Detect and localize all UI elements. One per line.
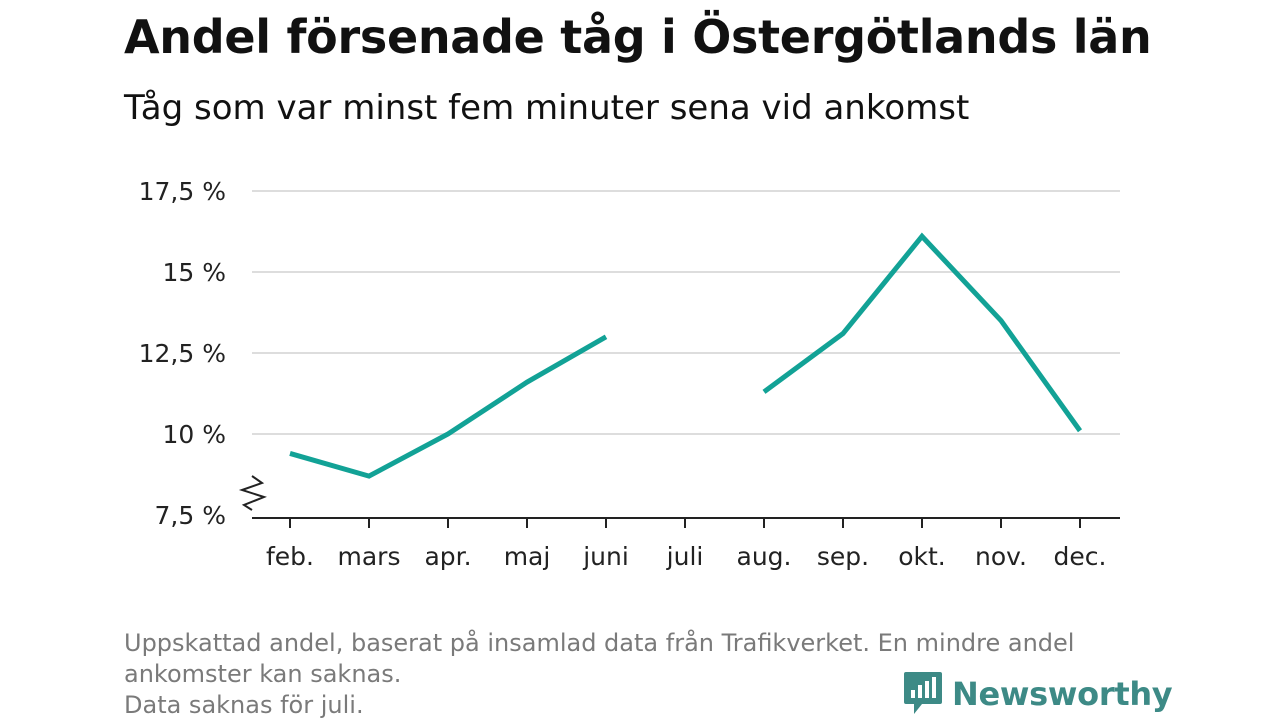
brand-name: Newsworthy xyxy=(952,675,1173,713)
series-line-segment xyxy=(289,334,608,479)
axis-break-mark xyxy=(238,475,267,511)
y-tick-label: 17,5 % xyxy=(139,177,226,206)
x-tick-label: dec. xyxy=(1054,542,1107,571)
x-tick-label: nov. xyxy=(975,542,1027,571)
brand-logo: Newsworthy xyxy=(902,670,1173,718)
footnote-line-1: Uppskattad andel, baserat på insamlad da… xyxy=(124,629,1075,657)
x-tick-label: maj xyxy=(504,542,551,571)
line-chart: 7,5 % 10 % 12,5 % 15 % 17,5 % feb. mars apr. maj… xyxy=(139,177,1120,571)
x-tick-label: juli xyxy=(666,542,704,571)
footnote-line-3: Data saknas för juli. xyxy=(124,691,364,719)
y-tick-label: 12,5 % xyxy=(139,339,226,368)
y-tick-label: 15 % xyxy=(162,258,226,287)
footnote: Uppskattad andel, baserat på insamlad da… xyxy=(124,628,1074,721)
x-tick-label: okt. xyxy=(898,542,946,571)
x-tick-label: mars xyxy=(338,542,401,571)
gridlines xyxy=(252,190,1120,435)
chart-title: Andel försenade tåg i Östergötlands län xyxy=(124,10,1152,64)
series-lines xyxy=(289,232,1083,479)
axes xyxy=(238,475,1120,528)
tick-labels: 7,5 % 10 % 12,5 % 15 % 17,5 % feb. mars apr. maj… xyxy=(139,177,1107,571)
series-line-segment xyxy=(762,232,1083,433)
y-tick-label: 10 % xyxy=(162,420,226,449)
y-tick-label: 7,5 % xyxy=(155,501,226,530)
x-tick-label: feb. xyxy=(266,542,314,571)
x-tick-label: aug. xyxy=(737,542,792,571)
x-tick-label: juni xyxy=(582,542,629,571)
x-tick-label: sep. xyxy=(817,542,869,571)
newsworthy-logo-icon xyxy=(904,672,942,714)
chart-subtitle: Tåg som var minst fem minuter sena vid a… xyxy=(124,88,970,128)
x-tick-label: apr. xyxy=(424,542,471,571)
footnote-line-2: ankomster kan saknas. xyxy=(124,660,402,688)
